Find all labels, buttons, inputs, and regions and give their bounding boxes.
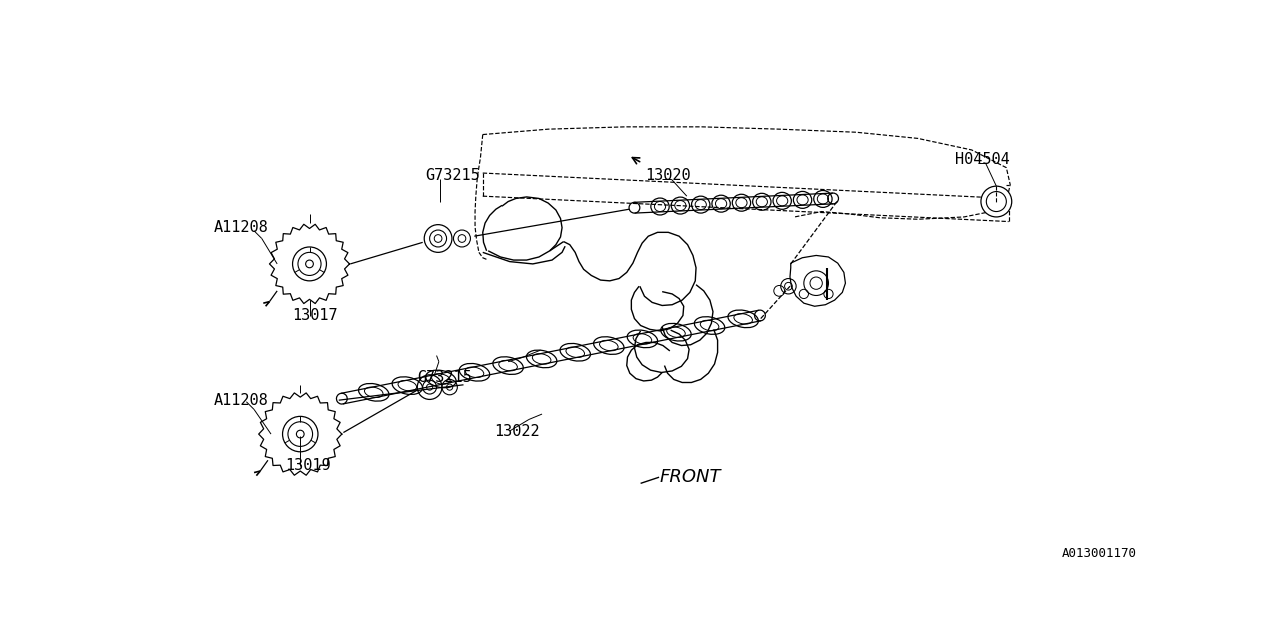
Text: 13020: 13020: [645, 168, 691, 183]
Text: 13022: 13022: [494, 424, 540, 438]
Circle shape: [306, 260, 314, 268]
Text: A013001170: A013001170: [1062, 547, 1137, 561]
Text: A11208: A11208: [214, 220, 268, 236]
Circle shape: [980, 186, 1011, 217]
Text: 13017: 13017: [293, 308, 338, 323]
Text: FRONT: FRONT: [660, 468, 722, 486]
Text: G73215: G73215: [425, 168, 480, 183]
Text: A11208: A11208: [214, 393, 268, 408]
Text: H04504: H04504: [955, 152, 1010, 168]
Circle shape: [297, 430, 305, 438]
Text: G73215: G73215: [417, 369, 472, 385]
Text: 13019: 13019: [285, 458, 330, 473]
